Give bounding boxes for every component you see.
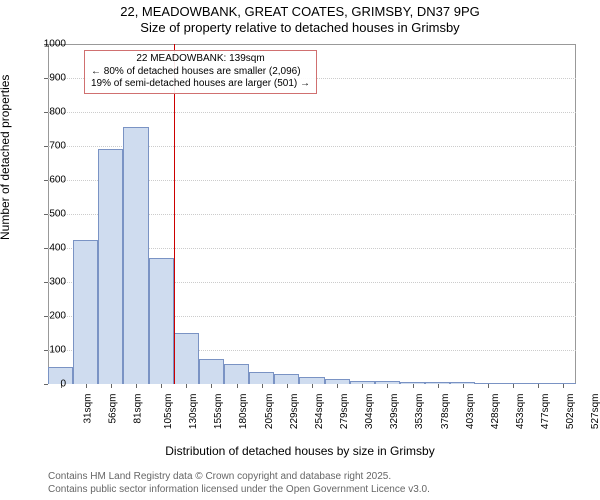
histogram-bar — [199, 359, 224, 385]
xtick-mark — [237, 384, 238, 388]
xtick-mark — [337, 384, 338, 388]
xtick-label: 229sqm — [289, 394, 300, 430]
chart-title-line1: 22, MEADOWBANK, GREAT COATES, GRIMSBY, D… — [0, 4, 600, 19]
annotation-line2: ← 80% of detached houses are smaller (2,… — [91, 66, 310, 79]
annotation-line1: 22 MEADOWBANK: 139sqm — [91, 53, 310, 66]
annotation-box: 22 MEADOWBANK: 139sqm← 80% of detached h… — [84, 50, 317, 94]
histogram-bar — [149, 258, 174, 384]
xtick-label: 254sqm — [314, 394, 325, 430]
plot-area: 22 MEADOWBANK: 139sqm← 80% of detached h… — [48, 44, 576, 384]
xtick-label: 477sqm — [540, 394, 551, 430]
xtick-mark — [136, 384, 137, 388]
xtick-label: 502sqm — [565, 394, 576, 430]
ytick-label: 400 — [36, 243, 66, 254]
ytick-label: 1000 — [36, 39, 66, 50]
xtick-mark — [438, 384, 439, 388]
xtick-label: 527sqm — [591, 394, 600, 430]
histogram-bar — [174, 333, 199, 384]
ytick-label: 300 — [36, 277, 66, 288]
xtick-label: 453sqm — [515, 394, 526, 430]
x-axis-label: Distribution of detached houses by size … — [0, 444, 600, 458]
xtick-mark — [287, 384, 288, 388]
attribution-text: Contains HM Land Registry data © Crown c… — [48, 470, 430, 496]
xtick-label: 56sqm — [107, 394, 118, 424]
xtick-label: 279sqm — [339, 394, 350, 430]
xtick-mark — [312, 384, 313, 388]
histogram-bar — [274, 374, 299, 384]
xtick-label: 81sqm — [132, 394, 143, 424]
xtick-mark — [413, 384, 414, 388]
xtick-mark — [161, 384, 162, 388]
ytick-label: 700 — [36, 141, 66, 152]
xtick-label: 428sqm — [490, 394, 501, 430]
xtick-label: 180sqm — [239, 394, 250, 430]
xtick-label: 304sqm — [364, 394, 375, 430]
xtick-mark — [463, 384, 464, 388]
chart-title-line2: Size of property relative to detached ho… — [0, 20, 600, 35]
histogram-bar — [73, 240, 98, 385]
ytick-label: 200 — [36, 311, 66, 322]
gridline — [48, 112, 576, 113]
xtick-label: 130sqm — [188, 394, 199, 430]
xtick-label: 353sqm — [415, 394, 426, 430]
annotation-line3: 19% of semi-detached houses are larger (… — [91, 78, 310, 91]
xtick-mark — [86, 384, 87, 388]
ytick-label: 500 — [36, 209, 66, 220]
xtick-mark — [387, 384, 388, 388]
histogram-bar — [299, 377, 324, 384]
xtick-label: 329sqm — [389, 394, 400, 430]
xtick-mark — [488, 384, 489, 388]
reference-line — [174, 44, 175, 384]
xtick-mark — [362, 384, 363, 388]
histogram-bar — [98, 149, 123, 384]
xtick-mark — [186, 384, 187, 388]
xtick-mark — [262, 384, 263, 388]
xtick-label: 378sqm — [440, 394, 451, 430]
xtick-label: 403sqm — [465, 394, 476, 430]
xtick-label: 155sqm — [213, 394, 224, 430]
ytick-label: 100 — [36, 345, 66, 356]
xtick-mark — [513, 384, 514, 388]
xtick-mark — [563, 384, 564, 388]
attribution-line2: Contains public sector information licen… — [48, 483, 430, 496]
xtick-label: 205sqm — [264, 394, 275, 430]
histogram-bar — [224, 364, 249, 384]
xtick-mark — [211, 384, 212, 388]
xtick-mark — [111, 384, 112, 388]
xtick-label: 105sqm — [163, 394, 174, 430]
ytick-label: 800 — [36, 107, 66, 118]
xtick-label: 31sqm — [82, 394, 93, 424]
ytick-label: 900 — [36, 73, 66, 84]
ytick-label: 0 — [36, 379, 66, 390]
y-axis-label: Number of detached properties — [0, 75, 12, 240]
xtick-mark — [538, 384, 539, 388]
histogram-bar — [249, 372, 274, 384]
attribution-line1: Contains HM Land Registry data © Crown c… — [48, 470, 430, 483]
ytick-label: 600 — [36, 175, 66, 186]
histogram-bar — [123, 127, 148, 384]
